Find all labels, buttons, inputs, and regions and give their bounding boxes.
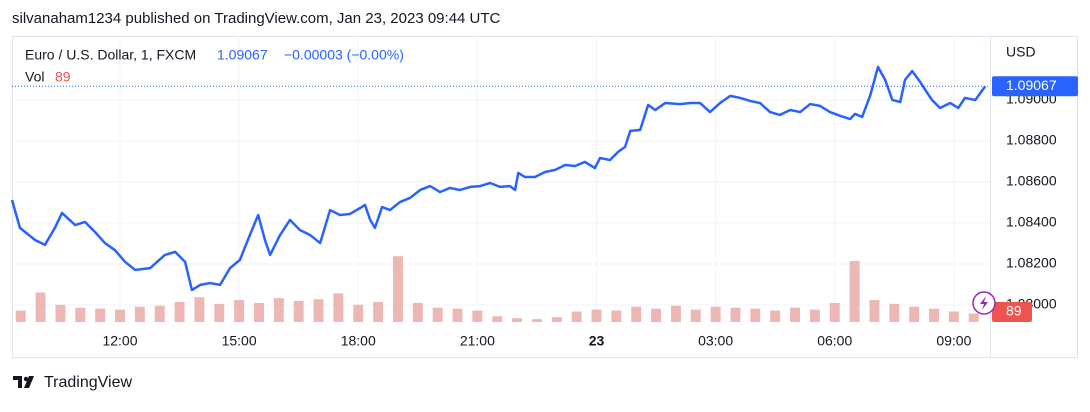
volume-bar (432, 307, 443, 322)
y-tick-label: 1.08600 (1006, 173, 1057, 189)
volume-last: 89 (55, 69, 71, 85)
chart-frame (12, 36, 1078, 358)
volume-bar (472, 310, 483, 322)
volume-bar (809, 309, 820, 322)
attribution: silvanaham1234 published on TradingView.… (12, 10, 501, 27)
volume-badge (992, 302, 1032, 322)
volume-bar (750, 308, 761, 322)
volume-bar (492, 316, 503, 322)
volume-name: Vol (25, 69, 44, 85)
volume-bar (829, 302, 840, 322)
x-tick-label: 21:00 (460, 333, 495, 349)
volume-bar (293, 301, 304, 322)
volume-bar (95, 308, 106, 322)
legend: Euro / U.S. Dollar, 1, FXCM 1.09067 −0.0… (25, 47, 404, 85)
volume-bar (531, 319, 542, 322)
last-price: 1.09067 (217, 47, 268, 63)
currency-label: USD (1006, 44, 1036, 60)
volume-bar (452, 308, 463, 322)
volume-bar (611, 310, 622, 322)
volume-bar (392, 256, 403, 322)
volume-bar (670, 305, 681, 322)
volume-bar (631, 306, 642, 322)
volume-bar (214, 303, 225, 322)
volume-bar (194, 297, 205, 322)
alert-icon (972, 291, 996, 315)
last-price-badge (992, 76, 1078, 97)
volume-bar (869, 300, 880, 322)
brand-name: TradingView (44, 374, 132, 391)
volume-bar (373, 301, 384, 322)
volume-bar (412, 302, 423, 322)
volume-bar (234, 300, 245, 322)
brand-logo (13, 376, 34, 388)
volume-bar (909, 306, 920, 322)
volume-bar (730, 307, 741, 322)
volume-bar (273, 298, 284, 322)
volume-bar (591, 309, 602, 322)
volume-bar (929, 308, 939, 322)
brand: TradingView (13, 374, 132, 391)
volume-bar (35, 292, 46, 322)
x-tick-label: 03:00 (698, 333, 733, 349)
volume-bar (55, 304, 66, 322)
volume-bar (15, 310, 26, 322)
volume-bar (790, 307, 800, 322)
volume-bar (174, 301, 185, 322)
volume-badge-label: 89 (1006, 303, 1022, 319)
volume-bar (889, 303, 900, 322)
volume-layer (15, 256, 979, 322)
price-change: −0.00003 (−0.00%) (284, 47, 404, 63)
volume-bar (353, 304, 364, 322)
volume-bar (690, 309, 701, 322)
volume-bar (254, 302, 264, 322)
y-tick-label: 1.08800 (1006, 132, 1057, 148)
x-tick-label: 06:00 (817, 333, 852, 349)
y-tick-label: 1.08200 (1006, 255, 1057, 271)
volume-bar (849, 260, 860, 322)
volume-bar (968, 313, 979, 322)
alert-bolt (980, 296, 988, 310)
x-tick-label: 12:00 (102, 333, 137, 349)
volume-bar (571, 311, 582, 322)
x-tick-label: 09:00 (936, 333, 971, 349)
volume-bar (512, 318, 523, 322)
grid (12, 36, 990, 322)
volume-bar (333, 293, 344, 322)
x-tick-label: 15:00 (222, 333, 257, 349)
volume-bar (948, 311, 959, 322)
volume-bar (551, 317, 562, 322)
series-name: Euro / U.S. Dollar, 1, FXCM (25, 47, 196, 63)
volume-bar (75, 307, 86, 322)
volume-bar (770, 310, 781, 322)
volume-bar (154, 305, 165, 322)
volume-bar (134, 306, 145, 322)
brand-logo-dot (23, 376, 29, 382)
y-tick-label: 1.08400 (1006, 214, 1057, 230)
x-tick-label: 23 (589, 333, 605, 349)
axes: 1.080001.082001.084001.086001.088001.090… (12, 76, 1078, 349)
x-tick-label: 18:00 (341, 333, 376, 349)
last-price-badge-label: 1.09067 (1006, 77, 1057, 93)
volume-bar (710, 306, 721, 322)
volume-bar (115, 309, 125, 322)
price-layer (10, 65, 987, 292)
price-line (10, 65, 987, 292)
volume-bar (651, 308, 662, 322)
volume-bar (313, 299, 324, 322)
